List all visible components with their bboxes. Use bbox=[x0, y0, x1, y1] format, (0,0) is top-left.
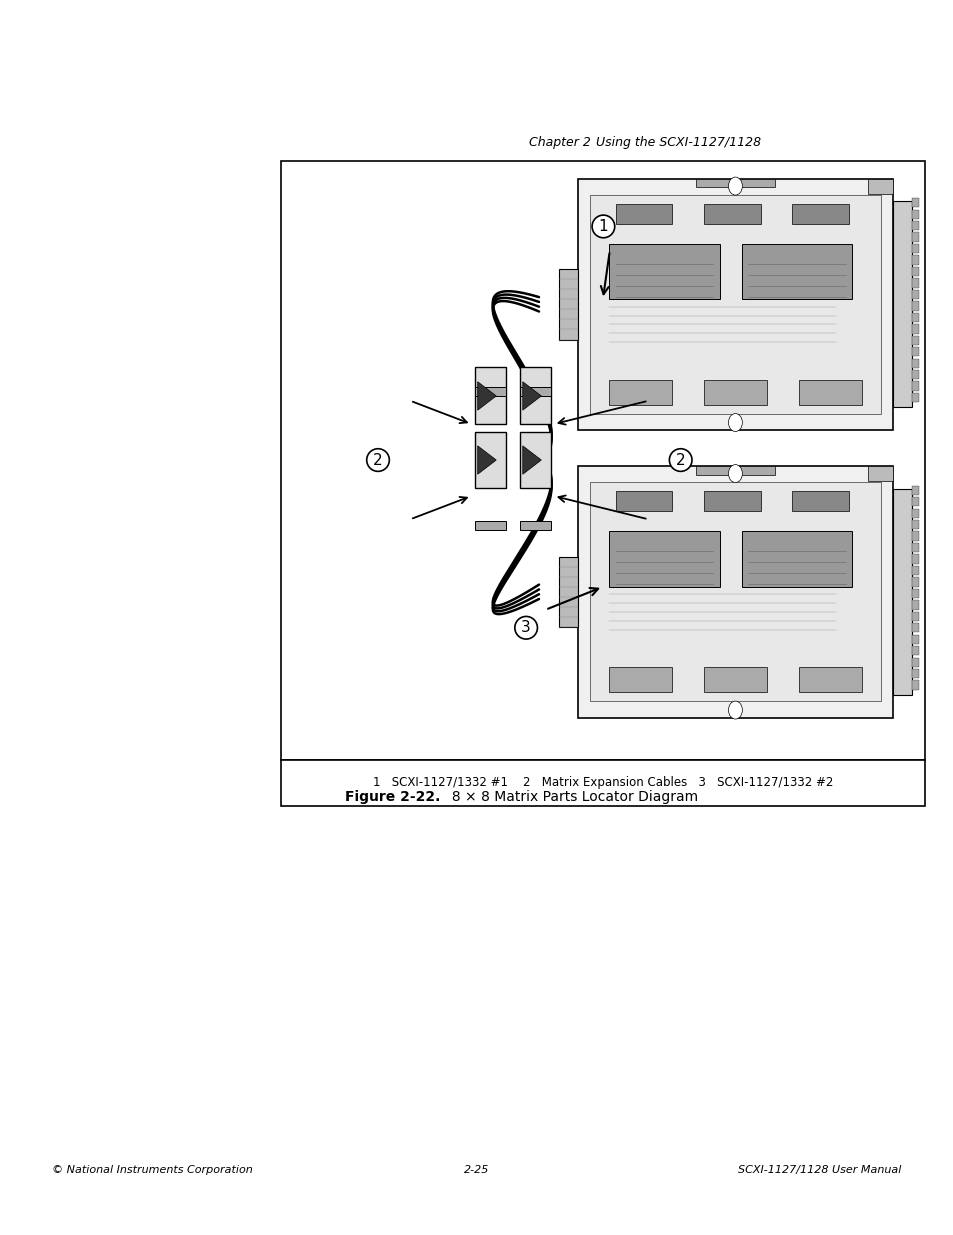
Bar bbox=[911, 221, 918, 231]
Bar bbox=[519, 431, 550, 489]
Bar bbox=[577, 466, 892, 718]
Text: 2: 2 bbox=[675, 452, 685, 468]
Bar bbox=[911, 600, 918, 610]
Bar bbox=[911, 555, 918, 563]
Bar bbox=[798, 667, 861, 693]
Bar bbox=[281, 161, 924, 760]
Bar bbox=[609, 245, 719, 299]
Text: Figure 2-22.: Figure 2-22. bbox=[345, 789, 440, 804]
Bar bbox=[911, 232, 918, 242]
Bar bbox=[911, 543, 918, 552]
Bar bbox=[911, 198, 918, 207]
Bar bbox=[911, 347, 918, 357]
Bar bbox=[911, 680, 918, 690]
Bar bbox=[558, 269, 578, 340]
Bar bbox=[615, 204, 672, 224]
Circle shape bbox=[728, 414, 741, 431]
Circle shape bbox=[728, 701, 741, 719]
Text: 2-25: 2-25 bbox=[464, 1165, 489, 1174]
Circle shape bbox=[728, 177, 741, 195]
Bar bbox=[867, 466, 892, 482]
Bar bbox=[609, 380, 672, 405]
Bar bbox=[911, 566, 918, 576]
Bar bbox=[519, 387, 550, 396]
Bar bbox=[911, 589, 918, 598]
Bar bbox=[911, 370, 918, 379]
Bar bbox=[911, 324, 918, 333]
Circle shape bbox=[728, 464, 741, 483]
Bar bbox=[791, 492, 848, 511]
Bar bbox=[911, 358, 918, 368]
Bar bbox=[892, 489, 911, 695]
Text: Chapter 2: Chapter 2 bbox=[529, 136, 591, 148]
Bar bbox=[703, 380, 766, 405]
Bar bbox=[911, 290, 918, 299]
Bar bbox=[911, 267, 918, 277]
Bar bbox=[911, 531, 918, 541]
Bar bbox=[696, 466, 774, 474]
Bar bbox=[911, 278, 918, 288]
Text: 8 × 8 Matrix Parts Locator Diagram: 8 × 8 Matrix Parts Locator Diagram bbox=[442, 789, 697, 804]
Text: 1: 1 bbox=[598, 219, 608, 233]
Bar bbox=[911, 496, 918, 506]
Bar bbox=[703, 492, 760, 511]
Bar bbox=[911, 635, 918, 643]
Bar bbox=[911, 245, 918, 253]
Bar bbox=[911, 301, 918, 311]
Bar bbox=[911, 312, 918, 322]
Text: 1   SCXI-1127/1332 #1    2   Matrix Expansion Cables   3   SCXI-1127/1332 #2: 1 SCXI-1127/1332 #1 2 Matrix Expansion C… bbox=[373, 777, 833, 789]
Bar bbox=[590, 483, 880, 701]
Bar bbox=[911, 336, 918, 345]
Bar bbox=[911, 520, 918, 530]
Bar bbox=[911, 210, 918, 219]
Bar bbox=[609, 531, 719, 587]
Bar bbox=[911, 577, 918, 587]
Bar bbox=[475, 368, 505, 425]
Bar bbox=[798, 380, 861, 405]
Bar bbox=[519, 368, 550, 425]
Bar bbox=[475, 387, 505, 396]
Bar bbox=[911, 393, 918, 403]
Bar bbox=[911, 624, 918, 632]
Bar bbox=[911, 669, 918, 678]
Bar bbox=[867, 179, 892, 194]
Bar bbox=[911, 382, 918, 390]
Text: SCXI-1127/1128 User Manual: SCXI-1127/1128 User Manual bbox=[738, 1165, 901, 1174]
Bar bbox=[911, 509, 918, 517]
Bar bbox=[791, 204, 848, 224]
Bar bbox=[475, 431, 505, 489]
Bar bbox=[911, 657, 918, 667]
Bar bbox=[911, 611, 918, 621]
Bar bbox=[475, 520, 505, 530]
Bar bbox=[577, 179, 892, 430]
Text: Using the SCXI-1127/1128: Using the SCXI-1127/1128 bbox=[596, 136, 760, 148]
Bar bbox=[892, 201, 911, 408]
Polygon shape bbox=[477, 382, 496, 410]
Bar bbox=[911, 646, 918, 656]
Bar bbox=[590, 195, 880, 414]
Bar bbox=[558, 557, 578, 627]
Bar bbox=[696, 179, 774, 188]
Bar bbox=[615, 492, 672, 511]
Bar bbox=[740, 245, 851, 299]
Polygon shape bbox=[477, 446, 496, 474]
Bar bbox=[281, 760, 924, 806]
Text: 2: 2 bbox=[373, 452, 382, 468]
Bar bbox=[519, 520, 550, 530]
Bar bbox=[703, 667, 766, 693]
Bar bbox=[911, 256, 918, 264]
Text: 3: 3 bbox=[520, 620, 531, 635]
Polygon shape bbox=[522, 446, 540, 474]
Polygon shape bbox=[522, 382, 540, 410]
Bar bbox=[911, 485, 918, 495]
Bar bbox=[703, 204, 760, 224]
Bar bbox=[609, 667, 672, 693]
Bar bbox=[740, 531, 851, 587]
Text: © National Instruments Corporation: © National Instruments Corporation bbox=[52, 1165, 253, 1174]
